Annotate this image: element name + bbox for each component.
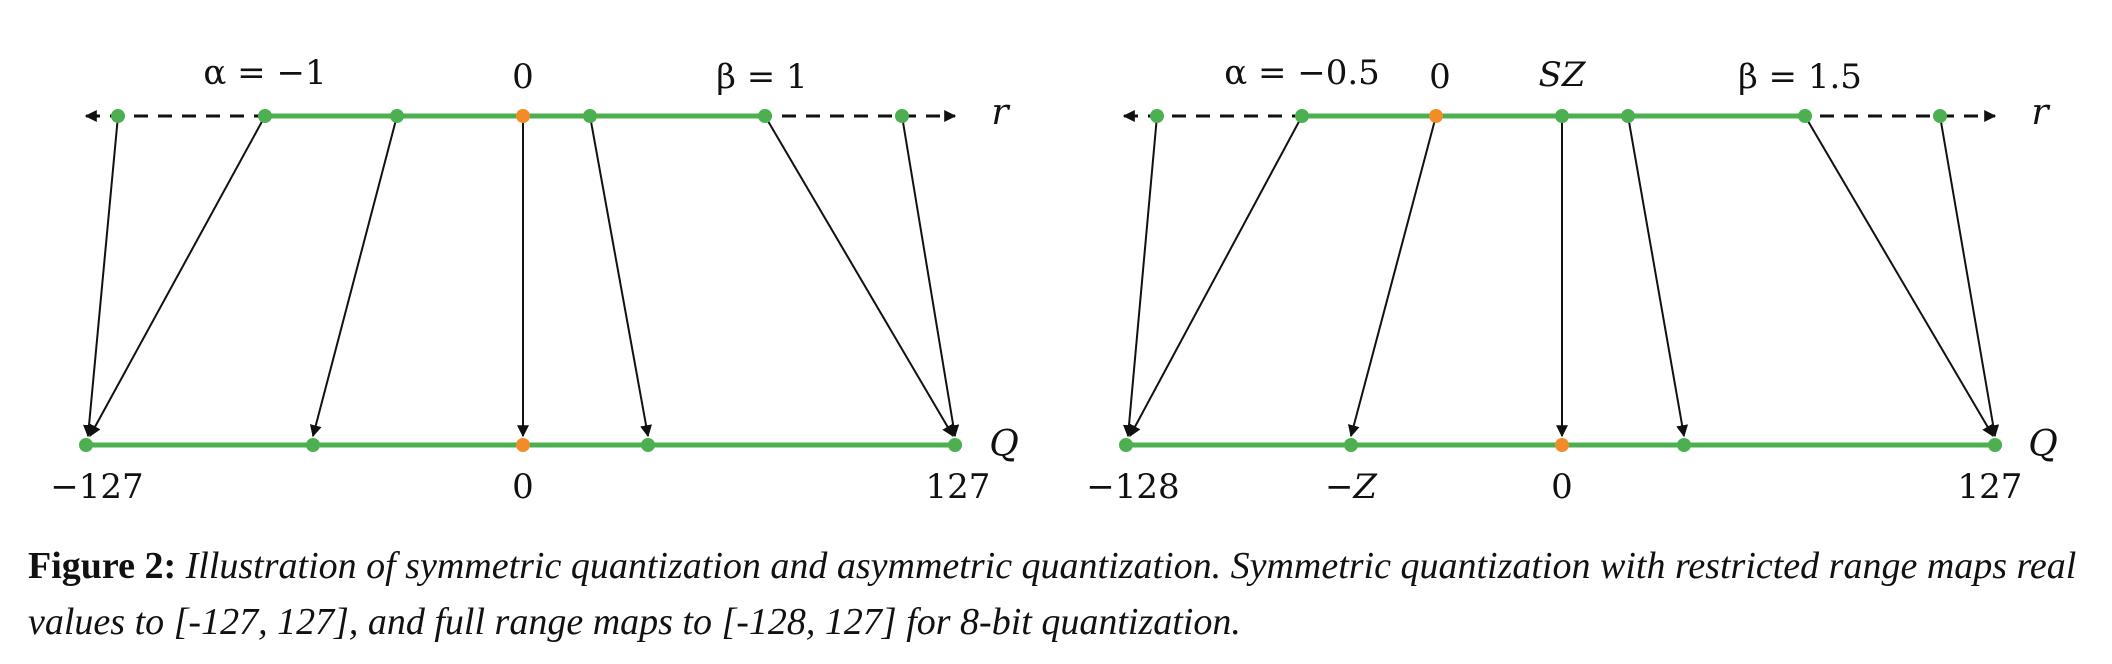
real-points	[111, 109, 909, 123]
quantized-point	[1344, 438, 1358, 452]
real-points	[1150, 109, 1947, 123]
caption-text: Illustration of symmetric quantization a…	[28, 545, 2077, 643]
mapping-arrow	[1804, 115, 1994, 438]
min-quant-label: −128	[1086, 467, 1179, 507]
quantized-axis-label: Q	[989, 424, 1019, 465]
mapping-arrow	[89, 115, 266, 438]
zero-label: 0	[512, 57, 534, 97]
mapping-arrow	[83, 115, 119, 438]
real-point	[258, 109, 272, 123]
quantized-point	[948, 438, 962, 452]
real-point	[583, 109, 597, 123]
real-axis-label: r	[991, 92, 1010, 133]
beta-label: β = 1.5	[1738, 57, 1862, 97]
mapping-arrow	[1347, 115, 1437, 438]
quantized-point	[1677, 438, 1691, 452]
scaled-zero-label: SZ	[1539, 55, 1587, 95]
quantized-points	[79, 438, 962, 452]
quantized-point	[1988, 438, 2002, 452]
mapping-arrow	[764, 115, 954, 438]
real-point	[1295, 109, 1309, 123]
quantized-zero-point	[516, 438, 530, 452]
real-zero-point	[516, 109, 530, 123]
max-quant-label: 127	[1958, 467, 2023, 507]
mapping-arrow	[1627, 115, 1689, 438]
real-point	[111, 109, 125, 123]
figure-caption: Figure 2: Illustration of symmetric quan…	[28, 538, 2088, 650]
quantized-points	[1119, 438, 2002, 452]
quantized-point	[79, 438, 93, 452]
alpha-label: α = −0.5	[1224, 53, 1380, 93]
quantized-point	[641, 438, 655, 452]
asymmetric-panel: α = −0.5 0 SZ β = 1.5 r Q −128 −Z 0 127	[1086, 53, 2057, 507]
zero-quant-label: 0	[1551, 467, 1573, 507]
quantized-point	[306, 438, 320, 452]
real-point	[758, 109, 772, 123]
mapping-arrow	[309, 115, 398, 438]
real-point	[895, 109, 909, 123]
zero-quant-label: 0	[512, 467, 534, 507]
mapping-arrow	[1129, 115, 1303, 438]
mapping-arrow	[1939, 115, 2000, 438]
real-axis-label: r	[2031, 92, 2050, 133]
quantization-diagram: α = −1 0 β = 1 r Q −127 0 127	[50, 53, 2057, 507]
caption-heading: Figure 2:	[28, 545, 177, 587]
real-point	[1933, 109, 1947, 123]
beta-label: β = 1	[716, 57, 807, 97]
max-quant-label: 127	[926, 467, 991, 507]
symmetric-panel: α = −1 0 β = 1 r Q −127 0 127	[50, 53, 1018, 507]
real-point	[390, 109, 404, 123]
quantized-point	[1119, 438, 1133, 452]
min-quant-label: −127	[50, 467, 143, 507]
real-point	[1798, 109, 1812, 123]
real-point	[1621, 109, 1635, 123]
neg-z-label: −Z	[1325, 467, 1378, 507]
real-point	[1555, 109, 1569, 123]
quantized-zero-point	[1555, 438, 1569, 452]
mapping-arrow	[589, 115, 652, 438]
alpha-label: α = −1	[203, 53, 326, 93]
quantized-axis-label: Q	[2028, 424, 2058, 465]
real-point	[1150, 109, 1164, 123]
mapping-arrow	[1122, 115, 1158, 438]
mapping-arrows	[1122, 115, 2000, 438]
zero-label: 0	[1429, 57, 1451, 97]
real-zero-point	[1429, 109, 1443, 123]
mapping-arrow	[901, 115, 960, 438]
mapping-arrows	[83, 115, 960, 438]
